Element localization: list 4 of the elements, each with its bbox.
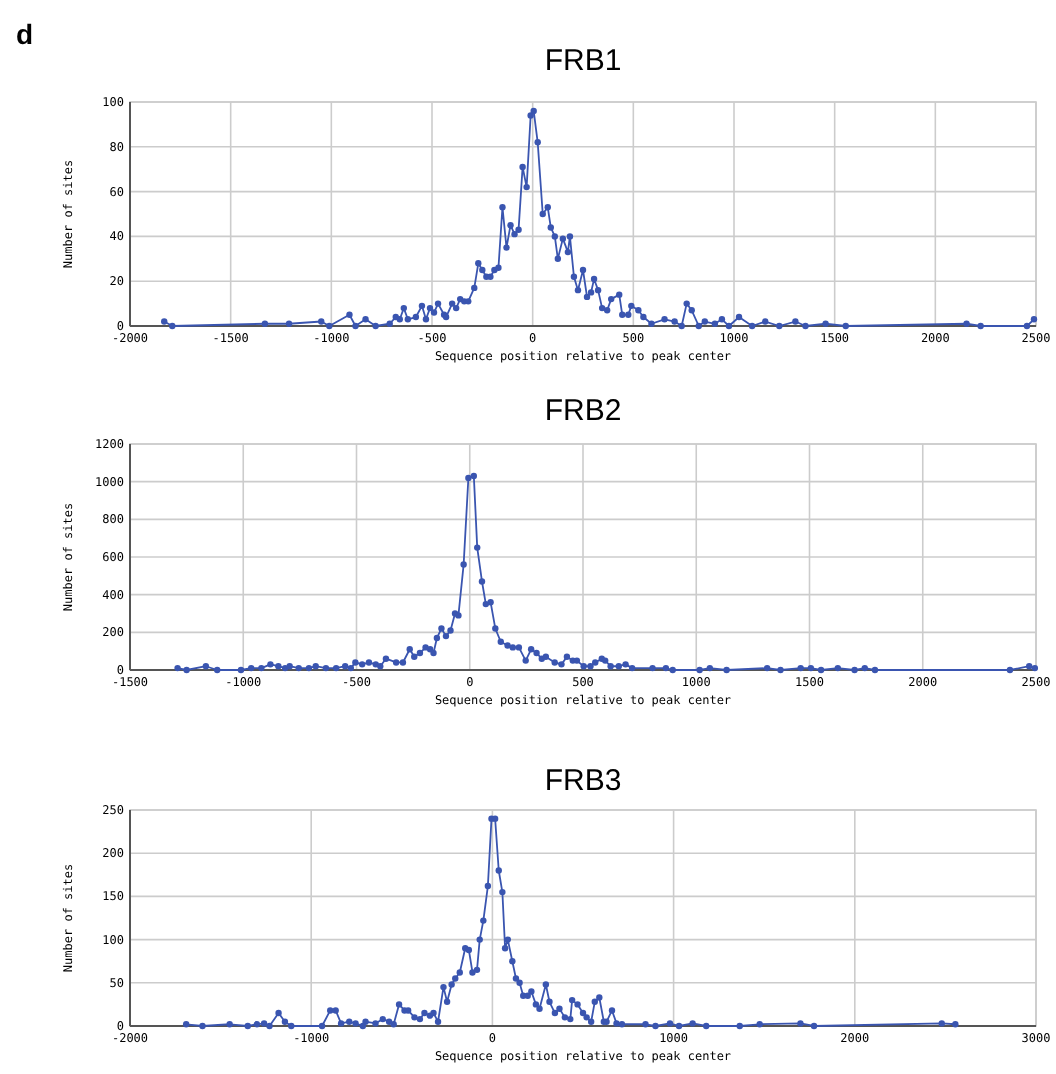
chart-title: FRB2 xyxy=(544,394,622,428)
text: d xyxy=(16,18,34,50)
chart-title: FRB1 xyxy=(544,44,622,78)
chart-title: FRB3 xyxy=(544,764,622,798)
